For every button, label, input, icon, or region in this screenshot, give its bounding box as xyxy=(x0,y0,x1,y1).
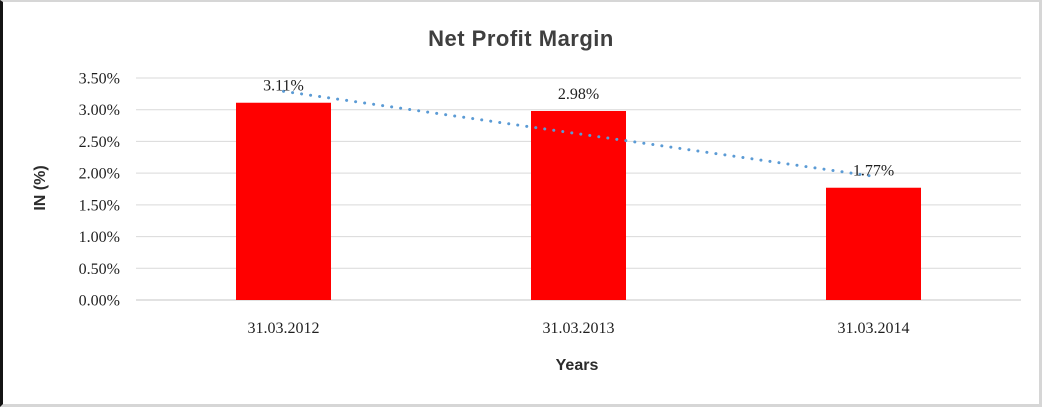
x-axis-title: Years xyxy=(555,357,599,374)
chart-title: Net Profit Margin xyxy=(428,26,614,51)
x-tick-label: 31.03.2014 xyxy=(838,320,910,337)
y-tick-label: 0.50% xyxy=(79,261,120,278)
y-tick-label: 0.00% xyxy=(79,293,120,310)
bar-data-label: 1.77% xyxy=(853,163,894,180)
bar-data-label: 3.11% xyxy=(263,78,304,95)
bar xyxy=(826,187,921,300)
x-tick-label: 31.03.2013 xyxy=(543,320,615,337)
bar xyxy=(531,110,626,301)
x-tick-label: 31.03.2012 xyxy=(248,320,320,337)
y-tick-label: 1.50% xyxy=(79,197,120,214)
y-tick-label: 1.00% xyxy=(79,229,120,246)
plot-area: 0.00% 0.50% 1.00% 1.50% 2.00% 2.50% 3.00% 3.50%… xyxy=(79,71,1021,337)
y-tick-label: 2.50% xyxy=(79,134,120,151)
y-tick-label: 3.50% xyxy=(79,71,120,88)
trendline xyxy=(282,89,875,178)
y-tick-label: 2.00% xyxy=(79,166,120,183)
bar xyxy=(236,102,331,300)
bar-data-label: 2.98% xyxy=(558,86,599,103)
y-tick-label: 3.00% xyxy=(79,102,120,119)
